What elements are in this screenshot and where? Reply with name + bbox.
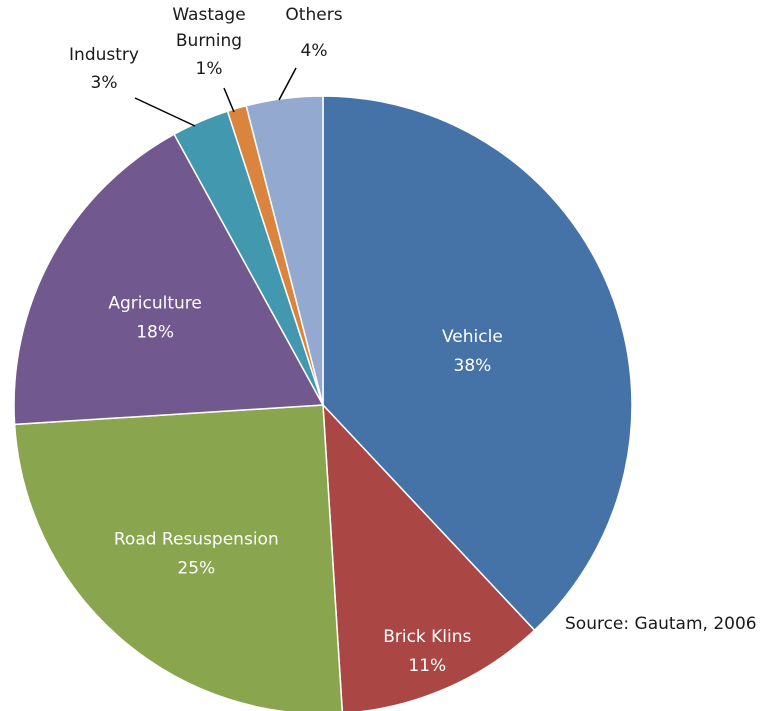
pie-slice-agriculture [13, 133, 325, 426]
pie-slice-road-resuspension [13, 404, 344, 711]
slice-value-agriculture: 18% [136, 323, 174, 343]
slice-label-wastage-burning-line2: Burning [176, 31, 242, 51]
slice-label-others: Others [285, 5, 342, 25]
slice-value-industry: 3% [91, 73, 118, 93]
slice-label-industry: Industry [69, 45, 139, 65]
slice-label-agriculture: Agriculture [108, 294, 202, 314]
slice-label-road-resuspension: Road Resuspension [114, 530, 279, 550]
leader-line-wastage-burning [223, 87, 235, 113]
slice-label-wastage-burning-line1: Wastage [172, 5, 245, 25]
leader-line-others [278, 67, 297, 101]
pie-slice-brick-klins [322, 402, 536, 711]
slice-value-vehicle: 38% [454, 356, 492, 376]
source-note: Source: Gautam, 2006 [565, 614, 757, 634]
slice-value-brick-klins: 11% [408, 656, 446, 676]
slice-label-vehicle: Vehicle [442, 327, 503, 347]
leader-lines [134, 67, 297, 127]
slice-value-road-resuspension: 25% [177, 559, 215, 579]
pie-slices [13, 95, 633, 711]
slice-label-brick-klins: Brick Klins [383, 627, 471, 647]
slice-value-others: 4% [301, 41, 328, 61]
pie-slice-vehicle [322, 95, 633, 632]
slice-value-wastage-burning: 1% [196, 59, 223, 79]
slice-labels: Vehicle 38% Brick Klins 11% Road Resuspensio… [69, 5, 503, 676]
leader-line-industry [134, 97, 196, 127]
pie-slice-others [245, 95, 324, 406]
